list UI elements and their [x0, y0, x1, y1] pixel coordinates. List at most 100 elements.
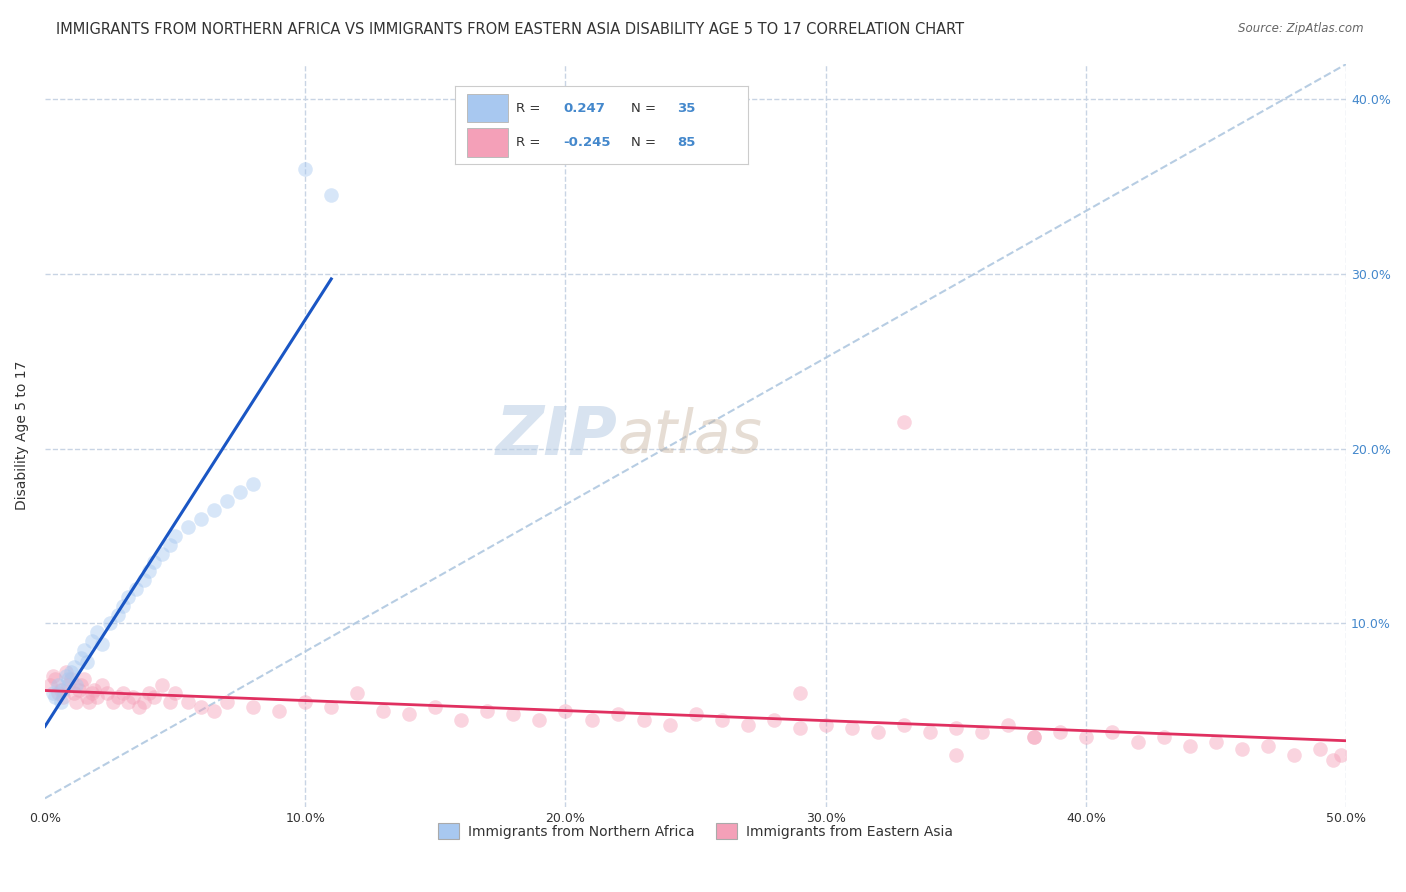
- Point: [42, 669, 65, 683]
- Point: [77, 695, 100, 709]
- Point: [44, 690, 66, 704]
- Point: [945, 747, 967, 762]
- Point: [710, 713, 733, 727]
- Point: [165, 529, 187, 543]
- Point: [107, 607, 129, 622]
- Point: [294, 161, 316, 176]
- Point: [529, 713, 551, 727]
- Point: [55, 669, 77, 683]
- Point: [73, 673, 96, 687]
- Point: [1074, 730, 1097, 744]
- Point: [685, 707, 707, 722]
- Point: [321, 700, 343, 714]
- Point: [554, 704, 576, 718]
- Point: [1022, 730, 1045, 744]
- Point: [49, 695, 72, 709]
- Legend: Immigrants from Northern Africa, Immigrants from Eastern Asia: Immigrants from Northern Africa, Immigra…: [432, 818, 959, 845]
- Point: [52, 690, 75, 704]
- Point: [789, 722, 811, 736]
- Point: [425, 700, 447, 714]
- Point: [177, 520, 200, 534]
- Point: [1126, 735, 1149, 749]
- Point: [65, 678, 87, 692]
- Point: [606, 707, 628, 722]
- Text: IMMIGRANTS FROM NORTHERN AFRICA VS IMMIGRANTS FROM EASTERN ASIA DISABILITY AGE 5: IMMIGRANTS FROM NORTHERN AFRICA VS IMMIG…: [56, 22, 965, 37]
- Point: [62, 660, 84, 674]
- Point: [91, 637, 114, 651]
- Point: [112, 686, 135, 700]
- Point: [132, 695, 155, 709]
- Point: [80, 634, 103, 648]
- Point: [841, 722, 863, 736]
- Point: [70, 651, 93, 665]
- Point: [76, 690, 98, 704]
- Point: [1322, 753, 1344, 767]
- Point: [117, 695, 139, 709]
- Point: [52, 682, 75, 697]
- Point: [450, 713, 472, 727]
- Point: [1205, 735, 1227, 749]
- Point: [55, 665, 77, 680]
- Point: [138, 564, 160, 578]
- Point: [737, 718, 759, 732]
- Point: [86, 690, 108, 704]
- Point: [1309, 742, 1331, 756]
- Point: [98, 616, 121, 631]
- Point: [893, 718, 915, 732]
- Point: [945, 722, 967, 736]
- Point: [1330, 747, 1353, 762]
- Text: atlas: atlas: [617, 407, 762, 465]
- Point: [502, 707, 524, 722]
- Point: [125, 582, 148, 596]
- Point: [39, 678, 62, 692]
- Point: [83, 682, 105, 697]
- Point: [67, 682, 90, 697]
- Point: [65, 695, 87, 709]
- Point: [44, 673, 66, 687]
- Point: [80, 686, 103, 700]
- Point: [165, 686, 187, 700]
- Point: [1230, 742, 1253, 756]
- Point: [159, 538, 181, 552]
- Point: [893, 416, 915, 430]
- Point: [1049, 724, 1071, 739]
- Point: [117, 591, 139, 605]
- Point: [190, 511, 212, 525]
- Point: [217, 494, 239, 508]
- Point: [132, 573, 155, 587]
- Point: [96, 686, 118, 700]
- Point: [242, 700, 264, 714]
- Point: [229, 485, 252, 500]
- Point: [997, 718, 1019, 732]
- Point: [762, 713, 785, 727]
- Point: [101, 695, 124, 709]
- Point: [107, 690, 129, 704]
- Point: [633, 713, 655, 727]
- Point: [58, 678, 80, 692]
- Point: [91, 678, 114, 692]
- Point: [112, 599, 135, 613]
- Text: ZIP: ZIP: [496, 402, 617, 468]
- Point: [159, 695, 181, 709]
- Point: [59, 665, 82, 680]
- Point: [918, 724, 941, 739]
- Point: [1282, 747, 1305, 762]
- Point: [128, 700, 150, 714]
- Point: [242, 476, 264, 491]
- Point: [143, 555, 166, 569]
- Point: [1022, 730, 1045, 744]
- Point: [59, 673, 82, 687]
- Point: [202, 503, 225, 517]
- Point: [143, 690, 166, 704]
- Point: [177, 695, 200, 709]
- Point: [76, 655, 98, 669]
- Point: [49, 682, 72, 697]
- Point: [581, 713, 603, 727]
- Point: [46, 686, 69, 700]
- Point: [294, 695, 316, 709]
- Y-axis label: Disability Age 5 to 17: Disability Age 5 to 17: [15, 361, 30, 510]
- Point: [1178, 739, 1201, 753]
- Point: [138, 686, 160, 700]
- Point: [477, 704, 499, 718]
- Point: [269, 704, 291, 718]
